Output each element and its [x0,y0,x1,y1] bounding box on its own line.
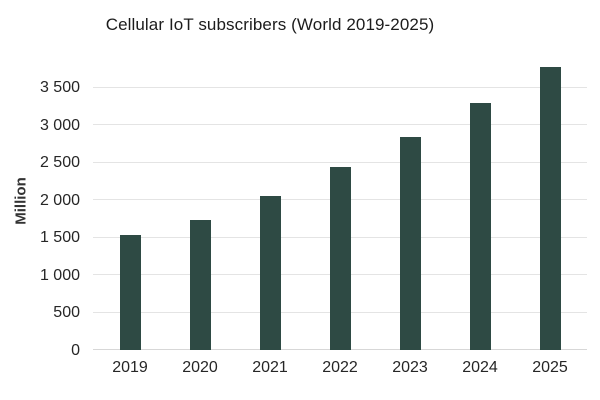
y-tick-label-500: 500 [53,304,80,321]
bar-2024 [469,103,491,350]
chart-plot-area [93,60,587,350]
y-tick-label-1500: 1 500 [39,229,80,246]
gridline-2500 [93,161,587,163]
bar-2021 [259,195,281,350]
x-tick-label-2021: 2021 [252,359,288,376]
y-tick-label-3000: 3 000 [39,116,80,134]
y-tick-label-1000: 1 000 [39,266,80,284]
chart-title: Cellular IoT subscribers (World 2019-202… [105,15,435,34]
gridline-3500 [93,86,587,88]
x-tick-label-2019: 2019 [112,359,148,376]
x-tick-label-2020: 2020 [182,359,218,376]
y-tick-label-3500: 3 500 [39,79,80,96]
y-tick-label-2000: 2 000 [39,191,80,209]
bar-2023 [399,137,421,350]
gridline-3000 [93,124,587,125]
x-tick-label-2023: 2023 [392,359,428,376]
x-tick-label-2024: 2024 [462,359,498,376]
x-tick-label-2022: 2022 [322,359,358,376]
bar-2020 [189,220,211,350]
x-tick-label-2025: 2025 [532,359,568,376]
y-tick-label-2500: 2 500 [39,154,80,171]
bar-2019 [119,234,141,350]
bar-2022 [329,167,351,350]
y-tick-label-0: 0 [71,341,80,359]
bar-2025 [539,67,561,350]
